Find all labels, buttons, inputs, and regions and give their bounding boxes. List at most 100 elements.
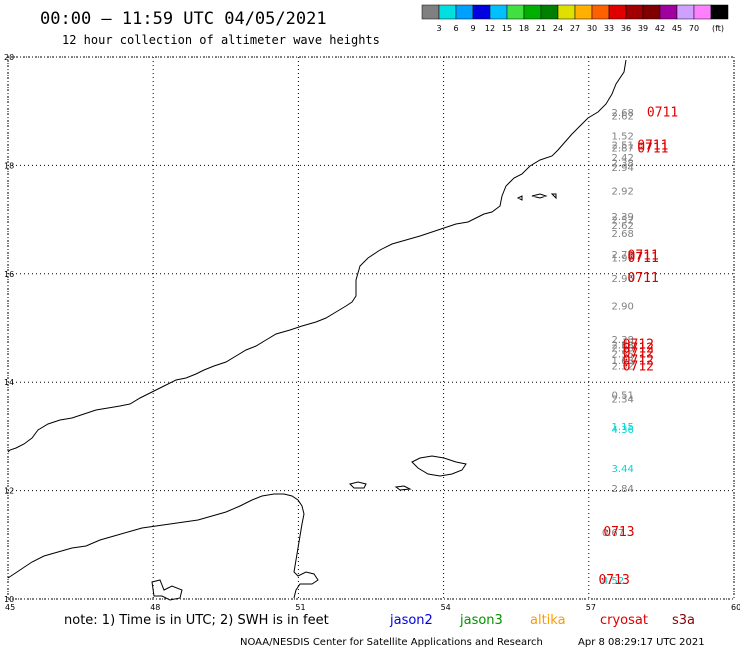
latitude-tick-label: 12 (4, 487, 14, 496)
swh-value: 2.58 (612, 341, 634, 352)
pass-time-label: 0712 (623, 341, 654, 356)
pass-time-label: 0712 (623, 338, 654, 353)
legend-swatch (557, 4, 576, 20)
swh-value: 2.42 (612, 153, 634, 164)
swh-value: 2.90 (612, 302, 634, 313)
pass-time-label: 0711 (647, 106, 678, 121)
swh-value: 3.44 (612, 464, 634, 475)
legend-bin-label: 21 (536, 24, 546, 33)
latitude-tick-label: 18 (4, 161, 14, 170)
generated-timestamp: Apr 8 08:29:17 UTC 2021 (578, 637, 705, 648)
pass-time-label: 0711 (628, 249, 659, 264)
legend-bin-label: 45 (672, 24, 682, 33)
swh-value: 2.68 (612, 108, 634, 119)
swh-value: 2.72 (612, 250, 634, 261)
latitude-tick-label: 20 (4, 53, 14, 62)
legend-bin-label: 12 (485, 24, 495, 33)
satellite-name: altika (530, 613, 566, 628)
latitude-tick-label: 16 (4, 270, 14, 279)
satellite-legend: jason2 jason3 altika cryosat s3a (389, 613, 695, 628)
swh-value: 2.52 (612, 215, 634, 226)
pass-time-label: 0711 (628, 271, 659, 286)
longitude-tick-label: 57 (586, 603, 596, 612)
arabian-coastline (7, 59, 627, 453)
legend-swatch (506, 4, 525, 20)
longitude-tick-label: 48 (150, 603, 160, 612)
map-frame (7, 56, 735, 600)
swh-value: 4.36 (612, 425, 634, 436)
legend-swatch (659, 4, 678, 20)
hafun-island-cluster (151, 579, 183, 601)
legend-bin-label: 36 (621, 24, 631, 33)
legend-swatch (642, 4, 661, 20)
satellite-name: jason3 (459, 613, 503, 628)
legend-swatch (676, 4, 695, 20)
footer-note: note: 1) Time is in UTC; 2) SWH is in fe… (64, 613, 329, 628)
map-title: 00:00 – 11:59 UTC 04/05/2021 (40, 9, 327, 29)
samhah-island (394, 485, 412, 491)
longitude-tick-label: 60 (731, 603, 740, 612)
satellite-name: jason2 (389, 613, 433, 628)
axis-tick-labels: 45 48 51 54 57 60 20 18 16 14 12 10 (4, 53, 740, 612)
satellite-name: s3a (672, 613, 695, 628)
swh-value: 1.97 (612, 253, 634, 264)
swh-value: 2.38 (612, 335, 634, 346)
legend-unit: (ft) (712, 24, 724, 33)
longitude-tick-label: 54 (441, 603, 451, 612)
swh-value: 2.87 (612, 143, 634, 154)
legend-swatch (625, 4, 644, 20)
legend-bin-label: 24 (553, 24, 563, 33)
legend-swatch (472, 4, 491, 20)
swh-value: 0.51 (612, 390, 634, 401)
legend-bin-label: 18 (519, 24, 529, 33)
pass-time-label: 0712 (623, 359, 654, 374)
socotra-island (411, 455, 467, 477)
swh-value: 2.56 (612, 343, 634, 354)
legend-swatch (608, 4, 627, 20)
swh-value: 1.52 (612, 131, 634, 142)
legend-swatch (591, 4, 610, 20)
legend-swatch (710, 4, 729, 20)
swh-value: 2.32 (612, 362, 634, 373)
legend-bin-label: 42 (655, 24, 665, 33)
latitude-tick-label: 10 (4, 595, 14, 604)
satellite-name: cryosat (600, 613, 648, 628)
legend-bin-label: 15 (502, 24, 512, 33)
swh-value: 2.39 (612, 212, 634, 223)
abd-al-kuri-island (349, 481, 367, 489)
swh-value: 2.62 (612, 221, 634, 232)
legend-bin-label: 30 (587, 24, 597, 33)
swh-value: 4.52 (602, 576, 624, 587)
pass-time-labels: 0711071107110711071107110712071207120712… (598, 106, 678, 588)
pass-time-label: 0712 (623, 346, 654, 361)
swh-value: 2.55 (612, 349, 634, 360)
swh-value: 1.15 (612, 422, 634, 433)
legend-swatch (540, 4, 559, 20)
pass-time-label: 0713 (598, 573, 629, 588)
legend-swatch (574, 4, 593, 20)
legend-bin-label: 9 (470, 24, 475, 33)
legend-bin-label: 6 (453, 24, 458, 33)
legend-swatch (693, 4, 712, 20)
pass-time-label: 0711 (637, 141, 668, 156)
wave-height-legend: 3 6 9 12 15 18 21 24 27 30 33 36 39 42 45 70 (421, 4, 729, 33)
pass-time-label: 0711 (628, 251, 659, 266)
legend-swatch (523, 4, 542, 20)
swh-value: 2.96 (612, 274, 634, 285)
legend-bin-label: 70 (689, 24, 699, 33)
swh-value: 2.92 (612, 187, 634, 198)
legend-bin-label: 3 (436, 24, 441, 33)
swh-observations: 2.682.621.522.512.872.422.382.942.922.39… (602, 108, 634, 587)
swh-value: 2.94 (612, 163, 634, 174)
legend-bin-label: 27 (570, 24, 580, 33)
graticule (7, 56, 735, 600)
coastline (7, 59, 627, 601)
pass-time-label: 0713 (603, 525, 634, 540)
latitude-tick-label: 14 (4, 378, 14, 387)
kuria-muria-islands (516, 193, 557, 201)
swh-value: 2.68 (612, 229, 634, 240)
swh-value: 2.34 (612, 394, 634, 405)
map-subtitle: 12 hour collection of altimeter wave hei… (62, 33, 380, 47)
swh-value: 2.38 (612, 158, 634, 169)
